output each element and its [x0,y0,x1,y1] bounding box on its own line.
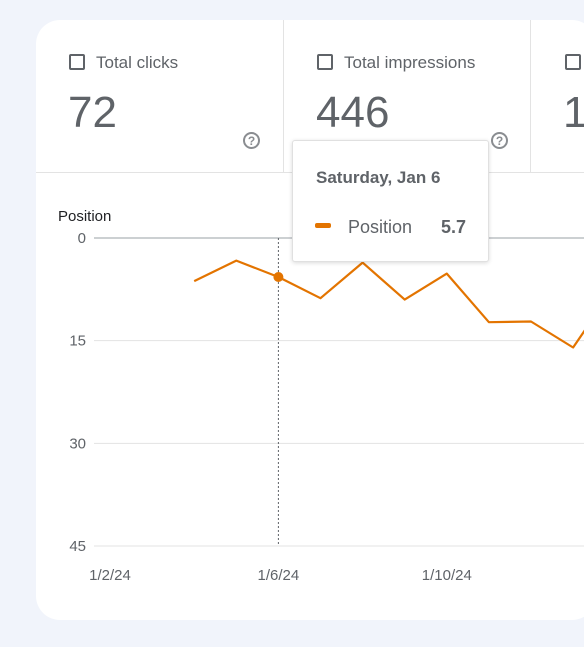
metrics-row: Total clicks 72 ? Total impressions 446 … [36,20,584,173]
y-axis-label: Position [58,208,111,225]
highlighted-point [273,272,284,283]
y-tick-label: 45 [69,538,86,555]
x-tick-labels: 1/2/24 1/6/24 1/10/24 [89,567,472,584]
chart-tooltip: Saturday, Jan 6 Position 5.7 [292,140,489,262]
y-tick-label: 30 [69,435,86,452]
total-impressions-value: 446 [316,88,390,137]
position-series [193,259,584,349]
help-icon[interactable]: ? [491,132,508,149]
metric-third[interactable]: 1 [530,20,584,172]
x-tick-label: 1/6/24 [258,567,300,584]
x-tick-label: 1/2/24 [89,567,131,584]
tooltip-series-name: Position [348,217,413,237]
tooltip-series-swatch [315,223,331,228]
metric-total-clicks[interactable]: Total clicks 72 ? [36,20,282,172]
total-clicks-label: Total clicks [96,53,179,72]
total-impressions-checkbox[interactable] [317,54,333,70]
y-tick-label: 15 [69,333,86,350]
x-tick-label: 1/10/24 [422,567,472,584]
performance-card: Total clicks 72 ? Total impressions 446 … [36,20,584,620]
total-impressions-label: Total impressions [344,53,476,72]
series-line-position [193,259,584,349]
tooltip-date: Saturday, Jan 6 [316,168,441,187]
tooltip-value: 5.7 [440,217,466,237]
total-clicks-checkbox[interactable] [69,54,85,70]
metric-total-impressions[interactable]: Total impressions 446 ? [283,20,530,172]
third-metric-checkbox[interactable] [565,54,581,70]
y-tick-label: 0 [78,230,86,247]
position-chart[interactable]: Position 0 15 30 45 1/2/24 1/6/24 1/10/24 [36,20,584,620]
third-metric-value: 1 [563,88,584,137]
grid-lines [94,237,584,547]
total-clicks-value: 72 [68,88,117,137]
help-icon[interactable]: ? [243,132,260,149]
y-tick-labels: 0 15 30 45 [69,230,86,555]
